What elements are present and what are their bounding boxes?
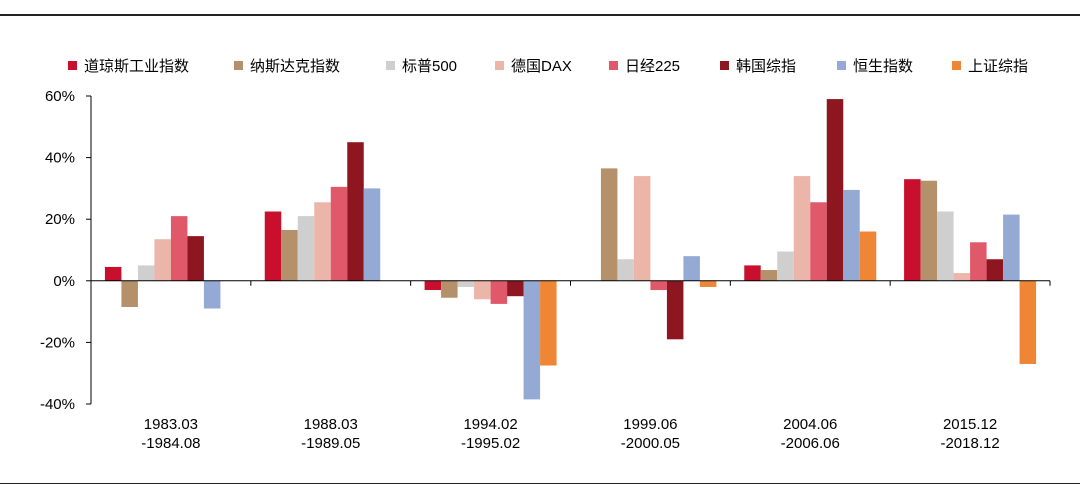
bar: [986, 259, 1004, 281]
bar: [330, 186, 348, 281]
x-category-label: 2015.12: [943, 416, 997, 433]
bar: [1003, 214, 1020, 281]
y-tick-label: -20%: [40, 334, 75, 351]
legend-label: 标普500: [402, 58, 457, 75]
top-rule: [0, 14, 1080, 16]
x-category-label: -1989.05: [301, 435, 360, 452]
bar: [633, 176, 651, 281]
legend-swatch: [68, 61, 77, 70]
legend-swatch: [837, 61, 846, 70]
bar: [826, 99, 844, 281]
x-category-label: 2004.06: [783, 416, 837, 433]
bar: [810, 202, 827, 281]
bar: [953, 273, 971, 281]
bar: [507, 280, 524, 297]
bar: [203, 280, 221, 309]
legend: 道琼斯工业指数 纳斯达克指数 标普500 德国DAX 日经225 韩国综指 恒生指数 上证综指: [68, 57, 1028, 75]
bar: [793, 176, 811, 281]
bar: [523, 280, 541, 400]
bar: [187, 236, 204, 281]
bar: [744, 265, 761, 281]
legend-label: 纳斯达克指数: [250, 58, 340, 75]
x-category-label: -1984.08: [141, 435, 200, 452]
bar: [666, 280, 684, 340]
bar: [474, 280, 491, 300]
bar: [843, 189, 860, 281]
bar: [441, 280, 458, 298]
bar: [540, 280, 557, 366]
legend-swatch: [952, 61, 961, 70]
bar: [363, 188, 381, 281]
y-tick-label: -40%: [40, 396, 75, 413]
bar: [137, 265, 155, 281]
bar: [104, 266, 122, 281]
bar: [777, 251, 794, 281]
bar: [600, 168, 618, 281]
y-tick-label: 40%: [45, 150, 75, 167]
bar: [170, 216, 188, 281]
bottom-rule: [0, 483, 1080, 484]
legend-label: 上证综指: [968, 58, 1028, 75]
bar: [314, 202, 331, 281]
bar: [617, 259, 634, 281]
bar: [490, 280, 508, 304]
y-tick-label: 60%: [45, 88, 75, 105]
legend-label: 恒生指数: [853, 58, 913, 75]
bar: [859, 231, 877, 281]
x-category-label: -2018.12: [940, 435, 999, 452]
bar: [760, 270, 778, 281]
bar: [650, 280, 667, 291]
x-category-label: 1983.03: [144, 416, 198, 433]
bar: [920, 180, 938, 281]
bar: [121, 280, 138, 307]
x-category-label: -2000.05: [621, 435, 680, 452]
bar: [683, 256, 700, 281]
legend-swatch: [720, 61, 729, 70]
bar: [457, 280, 475, 287]
bar: [1019, 280, 1037, 364]
legend-label: 道琼斯工业指数: [84, 58, 189, 75]
bar: [347, 142, 364, 281]
x-axis: 1983.03 -1984.08 1988.03 -1989.05 1994.02 -19…: [91, 280, 1051, 452]
legend-swatch: [234, 61, 243, 70]
y-axis: 60% 40% 20% 0% -20% -40%: [40, 88, 92, 413]
bar: [281, 229, 298, 281]
y-tick-label: 0%: [53, 273, 75, 290]
bar: [937, 211, 954, 281]
x-category-label: 1994.02: [463, 416, 517, 433]
legend-swatch: [495, 61, 504, 70]
bar: [264, 211, 282, 281]
bar: [699, 280, 717, 287]
bar: [904, 179, 921, 281]
bar: [970, 242, 987, 281]
legend-swatch: [386, 61, 395, 70]
x-category-label: 1999.06: [623, 416, 677, 433]
x-category-label: -2006.06: [781, 435, 840, 452]
bar: [424, 280, 442, 291]
legend-label: 日经225: [625, 58, 680, 75]
legend-label: 韩国综指: [736, 58, 796, 75]
x-category-label: -1995.02: [461, 435, 520, 452]
legend-swatch: [609, 61, 618, 70]
x-category-label: 1988.03: [304, 416, 358, 433]
bars: [104, 99, 1037, 400]
y-tick-label: 20%: [45, 211, 75, 228]
bar: [154, 239, 171, 281]
bar: [297, 216, 315, 281]
legend-label: 德国DAX: [511, 57, 572, 75]
